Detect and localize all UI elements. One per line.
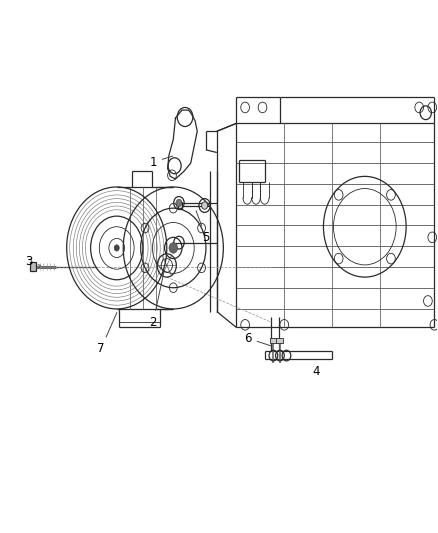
Text: 4: 4 bbox=[313, 359, 320, 378]
Text: 7: 7 bbox=[97, 312, 117, 356]
Text: 3: 3 bbox=[25, 255, 41, 269]
Polygon shape bbox=[270, 338, 277, 343]
Text: 1: 1 bbox=[149, 156, 173, 169]
Circle shape bbox=[201, 202, 208, 209]
Circle shape bbox=[176, 199, 182, 207]
Circle shape bbox=[169, 243, 178, 253]
Polygon shape bbox=[178, 202, 183, 209]
Text: 2: 2 bbox=[149, 271, 164, 329]
Text: 5: 5 bbox=[196, 211, 210, 244]
Circle shape bbox=[114, 245, 119, 251]
Polygon shape bbox=[276, 338, 283, 343]
Text: 6: 6 bbox=[244, 332, 272, 346]
Polygon shape bbox=[30, 262, 36, 271]
